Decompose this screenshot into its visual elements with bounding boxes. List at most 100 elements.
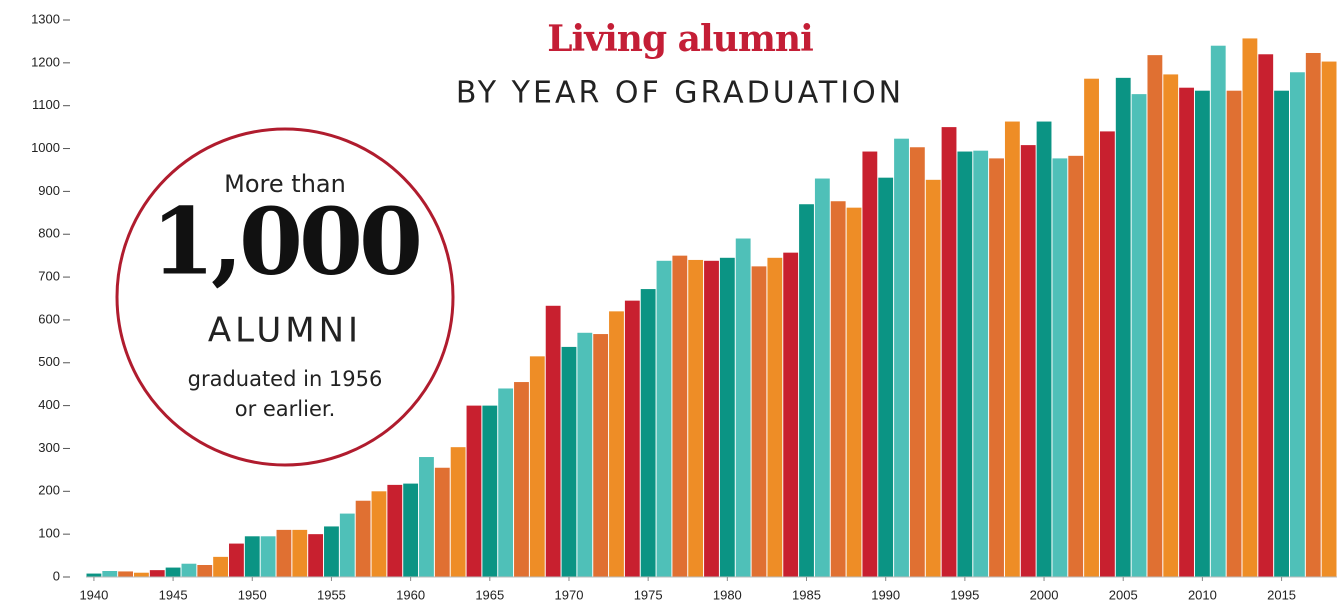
- bar: [498, 388, 514, 577]
- bar: [324, 526, 339, 577]
- y-tick-label: 1300: [31, 11, 60, 26]
- bar: [941, 127, 957, 577]
- x-tick-label: 2010: [1188, 587, 1217, 602]
- bar: [688, 259, 704, 577]
- bar: [387, 484, 403, 577]
- x-tick-label: 1940: [79, 587, 108, 602]
- bar: [894, 138, 909, 578]
- bar: [656, 260, 672, 577]
- x-tick-label: 1990: [871, 587, 900, 602]
- bar: [1289, 72, 1305, 577]
- bar: [165, 567, 181, 577]
- annotation-line: graduated in 1956: [188, 367, 383, 391]
- bar: [134, 572, 149, 577]
- x-tick-label: 2015: [1267, 587, 1296, 602]
- x-tick-label: 1970: [555, 587, 584, 602]
- annotation-line: or earlier.: [235, 397, 336, 421]
- bar: [672, 255, 688, 577]
- bar: [118, 571, 134, 577]
- bar: [371, 491, 387, 577]
- bar: [973, 150, 989, 577]
- bar: [1115, 77, 1131, 577]
- bar: [751, 266, 767, 577]
- bar: [735, 238, 751, 577]
- y-tick-label: 900: [38, 183, 60, 198]
- bar: [593, 334, 609, 577]
- x-tick-label: 1985: [792, 587, 821, 602]
- bar: [1084, 78, 1099, 578]
- bar: [466, 405, 482, 577]
- bar: [1242, 38, 1258, 578]
- bar: [434, 467, 450, 577]
- y-tick-label: 1100: [32, 97, 60, 112]
- x-tick-label: 2005: [1109, 587, 1138, 602]
- x-tick-label: 1960: [396, 587, 425, 602]
- bar: [846, 207, 862, 578]
- bar: [102, 571, 118, 577]
- annotation-circle: [115, 127, 455, 467]
- bar: [1020, 145, 1036, 577]
- bar: [514, 382, 529, 577]
- bar: [1305, 52, 1321, 578]
- y-tick-label: 100: [38, 526, 60, 541]
- bar: [1194, 90, 1210, 577]
- bar: [1258, 54, 1274, 578]
- bar: [1036, 121, 1052, 578]
- x-tick-label: 1950: [238, 587, 267, 602]
- bar: [561, 346, 577, 577]
- chart-title: Living alumni: [547, 18, 813, 60]
- bars: [86, 38, 1337, 578]
- bar: [1131, 94, 1147, 578]
- bar: [1274, 90, 1289, 577]
- bar: [339, 513, 355, 577]
- bar: [767, 257, 783, 577]
- bar: [181, 563, 197, 577]
- x-tick-label: 1965: [475, 587, 504, 602]
- bar: [783, 252, 799, 578]
- bar: [862, 151, 878, 577]
- bar: [260, 536, 276, 577]
- y-tick-label: 400: [38, 397, 60, 412]
- bar: [244, 536, 260, 577]
- bar: [704, 260, 719, 577]
- y-tick-label: 1000: [31, 140, 60, 155]
- y-tick-label: 300: [38, 440, 60, 455]
- bar: [814, 178, 830, 577]
- bar: [1099, 131, 1115, 577]
- bar: [1004, 121, 1020, 578]
- bar: [276, 529, 292, 577]
- bar: [450, 447, 466, 577]
- bar: [1179, 87, 1194, 577]
- chart-subtitle: BY YEAR OF GRADUATION: [456, 76, 904, 111]
- bar: [624, 300, 640, 577]
- bar: [989, 158, 1004, 578]
- x-tick-label: 1980: [713, 587, 742, 602]
- annotation-lead: More than: [224, 170, 346, 198]
- bar: [292, 529, 308, 577]
- bar: [1226, 90, 1242, 577]
- bar: [545, 305, 561, 577]
- bar: [529, 356, 545, 577]
- bar: [719, 257, 735, 577]
- bar: [1052, 158, 1068, 578]
- bar: [925, 179, 941, 577]
- y-tick-label: 800: [38, 226, 60, 241]
- bar: [640, 289, 656, 577]
- y-tick-label: 600: [38, 311, 60, 326]
- x-tick-label: 1975: [634, 587, 663, 602]
- bar: [957, 151, 973, 577]
- y-tick-label: 200: [38, 483, 60, 498]
- bar: [1210, 45, 1226, 577]
- y-tick-label: 1200: [31, 54, 60, 69]
- bar: [403, 483, 419, 577]
- bar: [419, 457, 434, 577]
- bar: [577, 332, 593, 577]
- annotation-unit: ALUMNI: [208, 311, 362, 351]
- bar: [86, 573, 102, 577]
- y-tick-label: 0: [53, 568, 60, 583]
- annotation-number: 1,000: [151, 188, 419, 296]
- bar: [830, 201, 846, 577]
- bar: [1163, 74, 1179, 577]
- y-tick-label: 700: [38, 269, 60, 284]
